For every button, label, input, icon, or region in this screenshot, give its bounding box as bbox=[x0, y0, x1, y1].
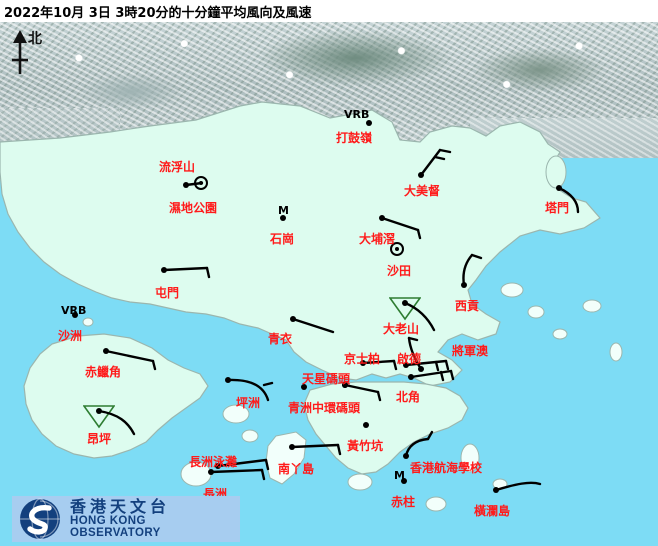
station-label: 打鼓嶺 bbox=[336, 131, 373, 145]
station-dot[interactable] bbox=[408, 374, 414, 380]
station-dot[interactable] bbox=[280, 215, 286, 221]
station-label: 沙田 bbox=[387, 264, 412, 278]
calm-circle-marker[interactable] bbox=[194, 176, 208, 190]
station-dot[interactable] bbox=[301, 384, 307, 390]
station-dot[interactable] bbox=[225, 377, 231, 383]
island-sai-kung-b bbox=[527, 305, 545, 319]
station-dot[interactable] bbox=[290, 316, 296, 322]
station-label: 濕地公園 bbox=[169, 201, 218, 215]
station-label: 昂坪 bbox=[87, 432, 112, 446]
island-port-shelter bbox=[582, 299, 602, 313]
north-label: 北 bbox=[28, 31, 42, 47]
station-label: 啟德 bbox=[397, 352, 422, 366]
station-dot[interactable] bbox=[401, 478, 407, 484]
hko-logo-zh: 香港天文台 bbox=[70, 496, 171, 516]
station-dot[interactable] bbox=[379, 215, 385, 221]
hko-logo-text: 香港天文台 HONG KONG OBSERVATORY bbox=[70, 496, 240, 540]
variable-wind-flag: VRB bbox=[61, 304, 87, 317]
station-label: 流浮山 bbox=[159, 160, 196, 174]
hko-logo-en: HONG KONG OBSERVATORY bbox=[70, 515, 161, 540]
station-dot[interactable] bbox=[208, 469, 214, 475]
station-label: 青洲 bbox=[288, 401, 313, 415]
station-label: 赤鱲角 bbox=[85, 365, 122, 379]
station-label: 南丫島 bbox=[278, 462, 315, 476]
station-dot[interactable] bbox=[161, 267, 167, 273]
station-dot[interactable] bbox=[363, 422, 369, 428]
island-hei-ling-chau bbox=[241, 429, 259, 443]
missing-data-flag: M bbox=[394, 469, 405, 482]
station-dot[interactable] bbox=[183, 182, 189, 188]
station-dot[interactable] bbox=[72, 312, 78, 318]
station-label: 大埔滘 bbox=[359, 232, 396, 246]
station-label: 中環碼頭 bbox=[312, 401, 361, 415]
land-new-territories bbox=[0, 101, 601, 387]
island-sai-kung-c bbox=[552, 328, 568, 340]
station-dot[interactable] bbox=[402, 300, 408, 306]
station-dot[interactable] bbox=[461, 282, 467, 288]
station-label: 長洲泳灘 bbox=[189, 455, 238, 469]
hko-logo: 香港天文台 HONG KONG OBSERVATORY bbox=[12, 496, 240, 542]
station-dot[interactable] bbox=[289, 444, 295, 450]
station-dot[interactable] bbox=[366, 120, 372, 126]
station-dot[interactable] bbox=[418, 366, 424, 372]
station-label: 天星碼頭 bbox=[302, 372, 351, 386]
station-label: 橫瀾島 bbox=[474, 504, 511, 518]
station-dot[interactable] bbox=[403, 453, 409, 459]
station-label: 屯門 bbox=[155, 286, 180, 300]
station-label: 京士柏 bbox=[344, 352, 381, 366]
station-label: 坪洲 bbox=[236, 396, 261, 410]
island-tung-lung bbox=[460, 443, 480, 473]
island-sai-kung-a bbox=[500, 282, 524, 298]
island-stanley-cape bbox=[347, 473, 373, 491]
island-sha-chau bbox=[82, 317, 94, 327]
station-label: 沙洲 bbox=[58, 329, 83, 343]
island-tap-mun-area bbox=[545, 155, 567, 189]
station-label: 塔門 bbox=[545, 201, 570, 215]
island-po-toi bbox=[425, 496, 447, 512]
island-lamma bbox=[265, 431, 307, 485]
page-title: 2022年10月 3日 3時20分的十分鐘平均風向及風速 bbox=[4, 6, 312, 21]
station-label: 北角 bbox=[396, 390, 421, 404]
station-label: 將軍澳 bbox=[452, 344, 489, 358]
station-label: 赤柱 bbox=[391, 495, 416, 509]
hko-logo-icon bbox=[20, 498, 60, 540]
station-label: 大美督 bbox=[404, 184, 441, 198]
station-label: 黃竹坑 bbox=[347, 439, 384, 453]
station-label: 石崗 bbox=[270, 232, 295, 246]
station-label: 香港航海學校 bbox=[410, 461, 483, 475]
station-dot[interactable] bbox=[493, 487, 499, 493]
island-peng-chau bbox=[222, 404, 250, 424]
map-canvas[interactable]: 打鼓嶺 VRB 流浮山濕地公園石崗 M 大美督塔門大埔滘沙田屯門西貢沙洲 VRB 大老山青衣… bbox=[0, 22, 658, 546]
land-lantau bbox=[23, 333, 209, 459]
station-dot[interactable] bbox=[96, 408, 102, 414]
station-label: 大老山 bbox=[383, 322, 420, 336]
calm-circle-marker[interactable] bbox=[390, 242, 404, 256]
station-label: 西貢 bbox=[455, 299, 480, 313]
station-label: 青衣 bbox=[268, 332, 293, 346]
island-ninepin bbox=[609, 342, 623, 362]
variable-wind-flag: VRB bbox=[344, 108, 370, 121]
title-bar: 2022年10月 3日 3時20分的十分鐘平均風向及風速 bbox=[0, 0, 658, 22]
station-dot[interactable] bbox=[418, 172, 424, 178]
station-dot[interactable] bbox=[556, 185, 562, 191]
missing-data-flag: M bbox=[278, 204, 289, 217]
coastline-layer bbox=[0, 101, 623, 512]
north-arrow-icon bbox=[8, 30, 32, 80]
station-dot[interactable] bbox=[103, 348, 109, 354]
